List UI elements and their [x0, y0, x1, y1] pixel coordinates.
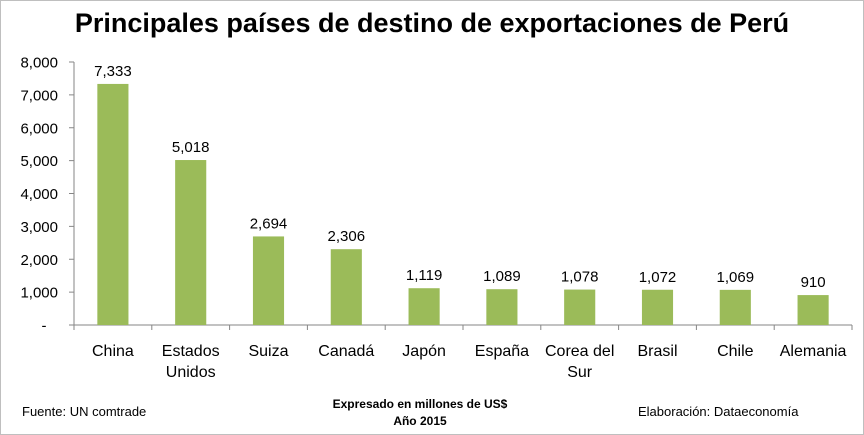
value-label: 2,306 — [328, 228, 366, 245]
y-tick-label: 7,000 — [20, 87, 58, 104]
bar — [408, 288, 440, 325]
category-label: Alemania — [780, 343, 847, 360]
value-label: 2,694 — [250, 215, 288, 232]
value-label: 7,333 — [94, 63, 132, 80]
category-label: Suiza — [248, 343, 288, 360]
bar — [175, 160, 207, 325]
category-label: Unidos — [166, 364, 216, 381]
bar — [252, 236, 285, 325]
year-note: Año 2015 — [393, 414, 447, 428]
source-note: Fuente: UN comtrade — [22, 404, 147, 419]
y-tick-label: - — [42, 318, 47, 335]
bar — [719, 289, 751, 325]
category-label: Brasil — [637, 343, 677, 360]
bars — [97, 83, 829, 325]
bar — [564, 289, 596, 325]
bar — [797, 295, 829, 325]
x-axis — [73, 324, 853, 330]
category-label: China — [92, 343, 134, 360]
x-tick-labels: China Estados Unidos Suiza Canadá Japón España… — [92, 343, 847, 381]
value-labels: 7,333 5,018 2,694 2,306 1,119 1,089 1,078 1,072… — [94, 63, 825, 291]
credit-note: Elaboración: Dataeconomía — [638, 404, 799, 419]
category-label: Canadá — [318, 343, 374, 360]
y-tick-label: 2,000 — [20, 252, 58, 269]
category-label: Japón — [402, 343, 446, 360]
bar — [330, 249, 362, 325]
value-label: 1,089 — [483, 268, 521, 285]
value-label: 1,072 — [639, 269, 677, 286]
value-label: 1,078 — [561, 269, 599, 286]
bar — [486, 289, 518, 325]
value-label: 910 — [801, 274, 826, 291]
category-label: España — [475, 343, 529, 360]
y-tick-label: 5,000 — [20, 153, 58, 170]
category-label: Sur — [567, 364, 593, 381]
y-tick-label: 4,000 — [20, 186, 58, 203]
value-label: 1,119 — [406, 267, 442, 284]
value-label: 5,018 — [172, 139, 210, 156]
category-label: Estados — [162, 343, 220, 360]
category-label: Corea del — [545, 343, 614, 360]
y-tick-label: 3,000 — [20, 219, 58, 236]
y-tick-label: 1,000 — [20, 285, 58, 302]
y-axis: - 1,000 2,000 3,000 4,000 5,000 6,000 7,000 8,00… — [20, 55, 75, 335]
y-tick-label: 8,000 — [20, 55, 58, 72]
value-label: 1,069 — [717, 269, 755, 286]
y-tick-label: 6,000 — [20, 120, 58, 137]
bar — [641, 289, 674, 325]
chart-title: Principales países de destino de exporta… — [74, 8, 790, 38]
bar — [97, 83, 129, 325]
category-label: Chile — [717, 343, 754, 360]
unit-note: Expresado en millones de US$ — [332, 397, 508, 411]
